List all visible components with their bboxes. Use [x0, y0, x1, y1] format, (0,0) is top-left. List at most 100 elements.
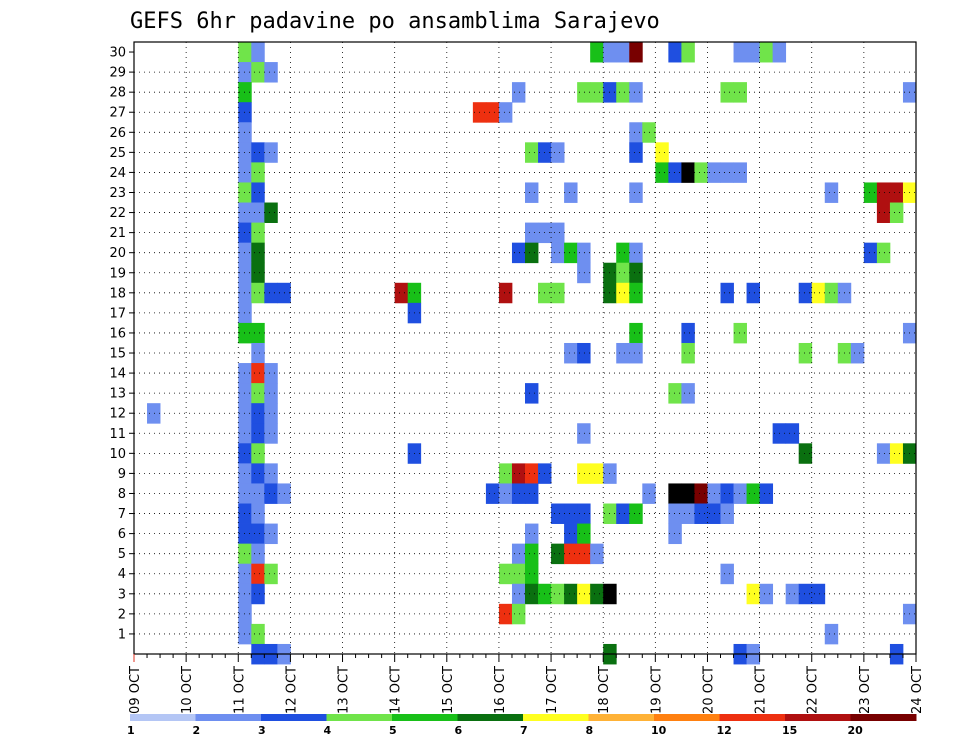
heatmap-cell — [525, 563, 539, 585]
x-tick-label: 23 OCT — [858, 666, 873, 714]
heatmap-cell — [668, 523, 682, 545]
heatmap-cell — [525, 543, 539, 565]
heatmap-cell — [681, 162, 695, 183]
x-tick-label: 15 OCT — [441, 666, 456, 714]
heatmap-cell — [551, 142, 565, 163]
heatmap-cell — [264, 423, 278, 444]
heatmap-cell — [511, 543, 526, 565]
legend-swatch — [392, 714, 458, 721]
heatmap-cell — [251, 583, 265, 605]
heatmap-cell — [798, 282, 813, 304]
heatmap-cell — [525, 483, 539, 504]
y-tick-label: 2 — [118, 607, 126, 622]
heatmap-cell — [720, 563, 734, 585]
heatmap-cell — [251, 483, 265, 504]
heatmap-cell — [785, 583, 800, 605]
y-tick-label: 23 — [109, 186, 126, 201]
heatmap-cell — [251, 543, 265, 565]
heatmap-cell — [889, 202, 904, 223]
y-tick-label: 16 — [109, 326, 126, 341]
heatmap-cell — [577, 423, 591, 444]
heatmap-cell — [511, 483, 526, 504]
heatmap-cell — [498, 563, 513, 585]
y-tick-label: 6 — [118, 527, 126, 542]
heatmap-cell — [590, 543, 604, 565]
heatmap-cell — [577, 82, 591, 103]
legend-swatch — [588, 714, 655, 721]
heatmap-cell — [629, 342, 643, 364]
x-tick-label: 20 OCT — [701, 666, 716, 714]
y-tick-label: 17 — [109, 306, 126, 321]
legend-swatch — [654, 714, 720, 721]
y-tick-label: 14 — [109, 367, 126, 382]
heatmap-cell — [694, 503, 708, 524]
heatmap-cell — [525, 222, 539, 244]
x-tick-label: 21 OCT — [754, 666, 769, 714]
heatmap-cell — [720, 162, 734, 183]
heatmap-cell — [147, 403, 161, 424]
heatmap-cell — [876, 202, 891, 223]
heatmap-cell — [655, 162, 669, 183]
heatmap-cell — [876, 443, 891, 464]
y-tick-label: 21 — [109, 226, 126, 241]
x-tick-label: 11 OCT — [232, 666, 247, 714]
legend-swatch — [850, 714, 917, 721]
heatmap-cell — [511, 583, 526, 605]
heatmap-cell — [577, 583, 591, 605]
heatmap-cell — [811, 282, 826, 304]
legend-label: 20 — [848, 724, 864, 737]
legend-label: 12 — [717, 724, 732, 737]
heatmap-cell — [264, 403, 278, 424]
heatmap-cell — [251, 242, 265, 264]
y-tick-label: 18 — [109, 286, 126, 301]
heatmap-cell — [616, 503, 630, 524]
heatmap-cell — [798, 443, 813, 464]
heatmap-cell — [498, 102, 513, 123]
heatmap-cell — [264, 282, 278, 304]
heatmap-cell — [485, 483, 500, 504]
y-tick-label: 15 — [109, 347, 126, 362]
heatmap-cell — [251, 282, 265, 304]
legend-swatch — [523, 714, 589, 721]
heatmap-cell — [629, 242, 643, 264]
heatmap-cell — [759, 483, 774, 504]
heatmap-cell — [590, 583, 604, 605]
legend-swatch — [195, 714, 262, 721]
heatmap-cell — [746, 483, 760, 504]
heatmap-cell — [564, 523, 578, 545]
heatmap-cell — [720, 503, 734, 524]
legend-label: 4 — [324, 724, 332, 737]
chart-title: GEFS 6hr padavine po ansamblima Sarajevo — [130, 9, 660, 34]
heatmap-cell — [551, 282, 565, 304]
heatmap-cell — [251, 322, 265, 344]
legend-label: 7 — [520, 724, 528, 737]
x-axis: 09 OCT 10 OCT 11 OCT 12 OCT 13 OCT 14 OCT 15 O… — [128, 654, 925, 714]
x-tick-label: 22 OCT — [806, 666, 821, 714]
heatmap-cell — [668, 42, 682, 63]
heatmap-cell — [655, 142, 669, 163]
heatmap-cell — [251, 62, 265, 83]
heatmap-cell — [629, 122, 643, 143]
color-legend: 1 2 3 4 5 6 7 8 10 12 15 20 — [127, 714, 917, 737]
legend-swatch — [326, 714, 393, 721]
heatmap-cell — [525, 523, 539, 545]
x-tick-label: 18 OCT — [597, 666, 612, 714]
legend-label: 10 — [651, 724, 667, 737]
heatmap-cell — [525, 463, 539, 484]
heatmap-cell — [564, 342, 578, 364]
heatmap-cell — [564, 543, 578, 565]
heatmap-cell — [681, 503, 695, 524]
heatmap-cell — [629, 322, 643, 344]
heatmap-cell — [629, 142, 643, 163]
heatmap-cell — [577, 242, 591, 264]
heatmap-cell — [785, 423, 800, 444]
heatmap-cell — [251, 563, 265, 585]
legend-label: 6 — [455, 724, 463, 737]
heatmap-cell — [772, 42, 787, 63]
y-tick-label: 19 — [109, 266, 126, 281]
heatmap-cell — [251, 42, 265, 63]
heatmap-cell — [876, 242, 891, 264]
y-tick-label: 4 — [118, 567, 126, 582]
heatmap-cell — [733, 82, 747, 103]
heatmap-cell — [498, 463, 513, 484]
